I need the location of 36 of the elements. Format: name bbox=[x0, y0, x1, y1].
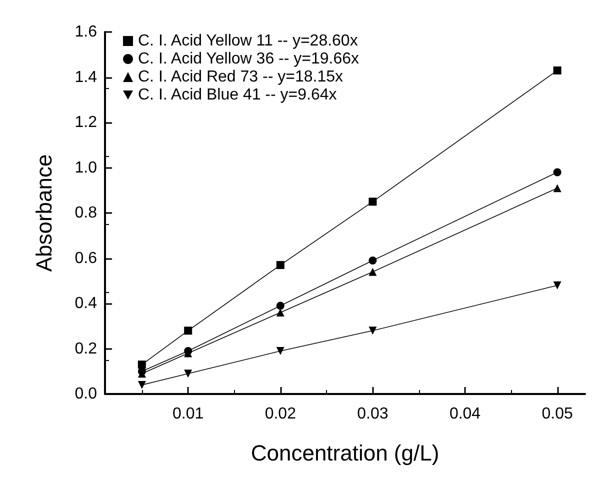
point bbox=[368, 256, 377, 265]
y-tick-label: 0.8 bbox=[74, 204, 98, 222]
point bbox=[276, 302, 284, 310]
y-tick-label: 0.2 bbox=[74, 340, 98, 358]
y-tick-label: 1.4 bbox=[74, 68, 98, 86]
point bbox=[368, 198, 377, 206]
point bbox=[368, 326, 377, 335]
x-axis-title: Concentration (g/L) bbox=[250, 440, 440, 466]
y-tick-label: 0.6 bbox=[74, 250, 98, 267]
point bbox=[276, 261, 284, 270]
point bbox=[276, 308, 284, 317]
point bbox=[553, 184, 562, 192]
point bbox=[138, 380, 146, 389]
point bbox=[184, 370, 192, 378]
point bbox=[184, 326, 192, 335]
x-tick-label: 0.02 bbox=[264, 406, 296, 422]
x-tick-label: 0.03 bbox=[357, 406, 388, 422]
legend-label: C. I. Acid Blue 41 -- y=9.64x bbox=[138, 86, 337, 104]
x-tick-label: 0.01 bbox=[172, 406, 204, 422]
point bbox=[553, 66, 562, 74]
y-axis-title: Absorbance bbox=[32, 154, 56, 272]
legend-label: C. I. Acid Yellow 11 -- y=28.60x bbox=[138, 32, 358, 50]
point bbox=[553, 281, 562, 290]
y-tick-label: 0.0 bbox=[74, 386, 98, 402]
point bbox=[276, 347, 284, 356]
point bbox=[553, 168, 562, 176]
x-tick-label: 0.04 bbox=[449, 406, 481, 422]
x-tick-label: 0.05 bbox=[542, 406, 573, 422]
y-tick-label: 1.2 bbox=[74, 114, 98, 131]
point bbox=[368, 268, 377, 276]
y-tick-label: 0.4 bbox=[74, 295, 98, 312]
y-tick-label: 1.0 bbox=[74, 159, 98, 176]
legend-label: C. I. Acid Red 73 -- y=18.15x bbox=[138, 68, 343, 86]
point bbox=[138, 360, 146, 369]
y-tick-label: 1.6 bbox=[74, 24, 98, 40]
legend-label: C. I. Acid Yellow 36 -- y=19.66x bbox=[138, 50, 360, 68]
